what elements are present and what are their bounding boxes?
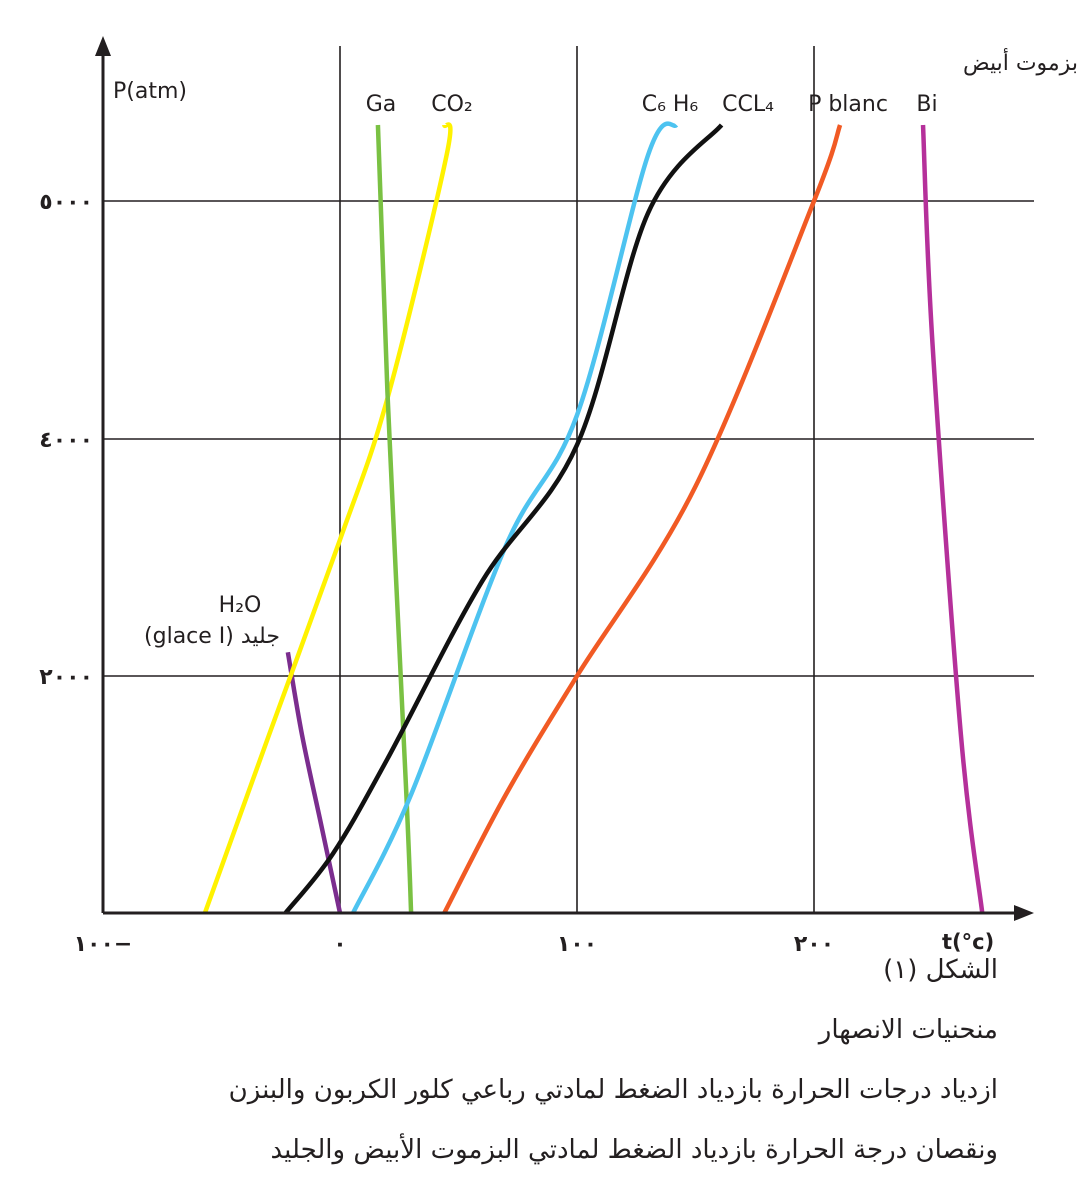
y-tick-label: ٤٠٠٠ <box>39 428 93 453</box>
x-tick-label: ١٠٠− <box>74 932 133 957</box>
x-tick-label: ٢٠٠ <box>794 932 834 957</box>
curve-c6h6 <box>351 121 679 914</box>
curve-bi <box>920 124 985 914</box>
tick-labels: ٢٠٠٠ ٤٠٠٠ ٥٠٠٠ ١٠٠− ٠ ١٠٠ ٢٠٠ <box>39 190 834 957</box>
series-label-bi: Bi <box>916 92 937 117</box>
melting-curves <box>202 121 985 915</box>
y-axis-label: P(atm) <box>113 79 187 104</box>
y-tick-label: ٢٠٠٠ <box>39 665 93 690</box>
figure-number: الشكل (١) <box>883 955 998 985</box>
series-label-c6h6: C₆ H₆ <box>642 92 699 117</box>
curve-pblanc <box>442 124 843 915</box>
axes: P(atm) t(°c) <box>95 36 1034 954</box>
y-axis-arrow <box>95 36 111 56</box>
series-label-h2o: H₂O <box>219 593 262 618</box>
caption-line-1: ازدياد درجات الحرارة بازدياد الضغط لمادت… <box>228 1075 998 1105</box>
curve-co2 <box>202 122 453 914</box>
series-label-pblanc: P blanc <box>808 92 888 117</box>
melting-curves-chart: P(atm) t(°c) ٢٠٠٠ ٤٠٠٠ ٥٠٠٠ ١٠٠− ٠ ١٠٠ ٢٠٠ H₂O… <box>39 36 1078 957</box>
series-label-ga: Ga <box>366 92 397 117</box>
x-axis-label: t(°c) <box>942 930 994 954</box>
caption-line-2: ونقصان درجة الحرارة بازدياد الضغط لمادتي… <box>270 1135 999 1165</box>
series-label-h2o-extra: (glace I) جليد <box>144 624 280 649</box>
x-tick-label: ١٠٠ <box>557 932 597 957</box>
series-labels: H₂O (glace I) جليد CO₂ Ga C₆ H₆ CCL₄ P blanc Bi… <box>144 48 1078 649</box>
curve-h2o <box>285 651 343 914</box>
curve-ccl4 <box>283 123 724 915</box>
y-tick-label: ٥٠٠٠ <box>39 190 93 215</box>
series-label-co2: CO₂ <box>431 92 473 117</box>
figure-title: منحنيات الانصهار <box>818 1015 998 1045</box>
grid-lines <box>103 46 1034 913</box>
curve-ga <box>375 124 414 914</box>
x-axis-arrow <box>1014 905 1034 921</box>
x-tick-label: ٠ <box>333 932 346 957</box>
series-label-bi-arabic: بزموت أبيض <box>963 48 1078 76</box>
series-label-ccl4: CCL₄ <box>722 92 774 117</box>
